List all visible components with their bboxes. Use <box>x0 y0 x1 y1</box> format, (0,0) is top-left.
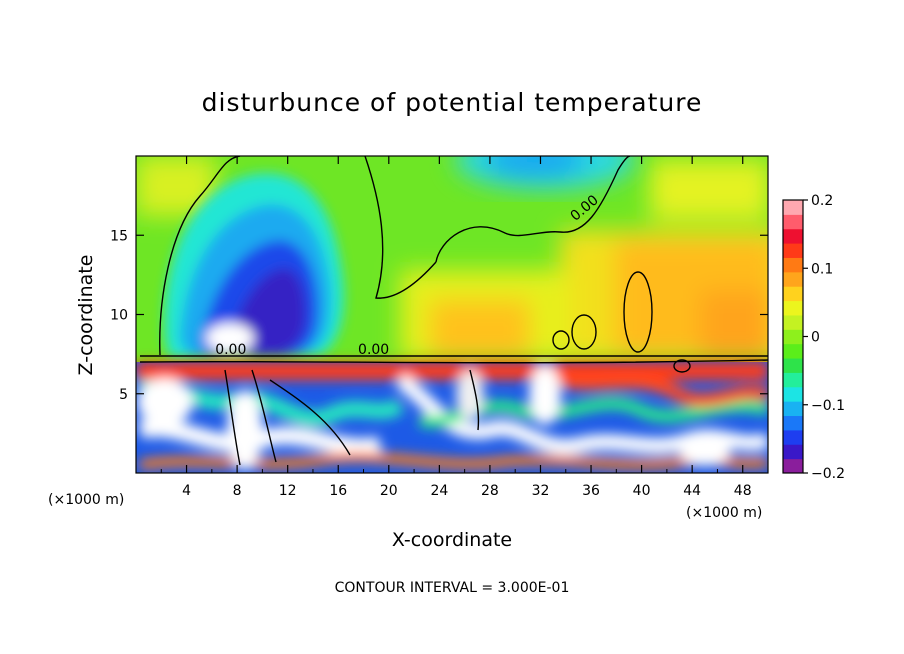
y-axis-title: Z-coordinate <box>75 255 97 376</box>
y-tick-label: 10 <box>110 308 128 324</box>
x-tick-label: 24 <box>430 483 448 499</box>
y-tick-label: 15 <box>110 228 128 244</box>
contour-label: 0.00 <box>358 342 389 358</box>
colorbar-segment <box>783 444 803 460</box>
x-axis: 4 8 12 16 20 24 28 32 36 40 44 48 <box>160 156 752 499</box>
y-tick-label: 5 <box>119 387 128 403</box>
y-axis: 5 10 15 <box>110 228 768 403</box>
colorbar-segment <box>783 257 803 273</box>
colorbar-segment <box>783 329 803 345</box>
x-tick-label: 48 <box>734 483 752 499</box>
heatmap-field <box>136 156 768 473</box>
colorbar-segment <box>783 343 803 359</box>
colorbar-segment <box>783 286 803 302</box>
x-tick-label: 28 <box>481 483 499 499</box>
colorbar-tick-label: 0.2 <box>811 193 833 209</box>
x-tick-label: 32 <box>532 483 550 499</box>
x-tick-label: 20 <box>380 483 398 499</box>
x-tick-label: 8 <box>233 483 242 499</box>
colorbar-tick-label: 0 <box>811 330 820 346</box>
colorbar-ticks: 0.2 0.1 0 −0.1 −0.2 <box>803 193 845 482</box>
colorbar-segment <box>783 243 803 258</box>
colorbar-tick-label: −0.1 <box>811 398 845 414</box>
colorbar-segment <box>783 214 803 230</box>
x-tick-label: 36 <box>582 483 600 499</box>
x-tick-label: 40 <box>633 483 651 499</box>
x-tick-label: 16 <box>329 483 347 499</box>
colorbar-tick-label: −0.2 <box>811 466 845 482</box>
x-axis-title: X-coordinate <box>392 529 512 551</box>
x-tick-label: 4 <box>182 483 191 499</box>
colorbar-segment <box>783 401 803 417</box>
x-tick-label: 44 <box>683 483 701 499</box>
colorbar-segment <box>783 415 803 431</box>
chart-title: disturbunce of potential temperature <box>202 88 703 117</box>
contour-interval-note: CONTOUR INTERVAL = 3.000E-01 <box>335 580 570 596</box>
x-unit-right: (×1000 m) <box>686 505 762 521</box>
colorbar-segment <box>783 200 803 215</box>
colorbar-segment <box>783 386 803 402</box>
colorbar-segment <box>783 358 803 373</box>
contour-label: 0.00 <box>215 342 246 358</box>
x-unit-left: (×1000 m) <box>48 492 124 508</box>
colorbar-segment <box>783 300 803 316</box>
colorbar-segment <box>783 228 803 244</box>
colorbar-segment <box>783 271 803 287</box>
colorbar <box>782 199 804 474</box>
colorbar-segment <box>783 458 803 474</box>
x-tick-label: 12 <box>279 483 297 499</box>
colorbar-tick-label: 0.1 <box>811 261 833 277</box>
colorbar-segment <box>783 372 803 388</box>
contour-lines <box>139 156 768 466</box>
colorbar-segment <box>783 314 803 330</box>
colorbar-segment <box>783 429 803 445</box>
